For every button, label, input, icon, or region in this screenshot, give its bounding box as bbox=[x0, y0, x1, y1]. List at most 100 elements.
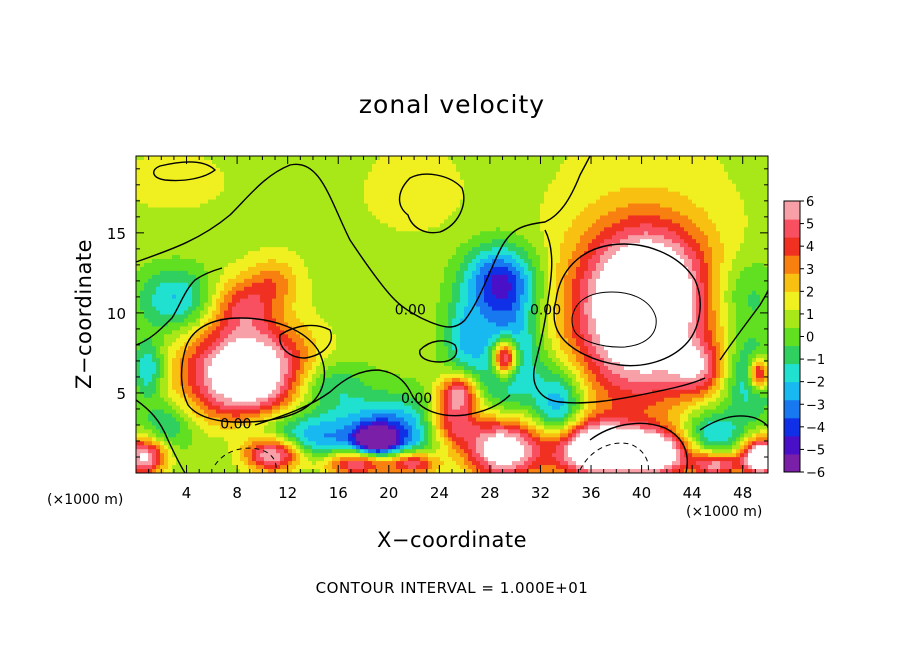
field-cell bbox=[396, 175, 401, 181]
field-cell bbox=[632, 215, 637, 220]
field-cell bbox=[444, 179, 449, 185]
field-cell bbox=[356, 243, 361, 248]
field-cell bbox=[412, 211, 417, 217]
field-cell bbox=[240, 195, 245, 201]
field-cell bbox=[400, 235, 405, 240]
field-cell bbox=[388, 211, 393, 217]
field-cell bbox=[436, 278, 441, 284]
field-cell bbox=[448, 231, 453, 236]
field-cell bbox=[544, 211, 549, 217]
field-cell bbox=[204, 191, 209, 197]
field-cell bbox=[740, 187, 745, 193]
field-cell bbox=[700, 207, 705, 213]
field-cell bbox=[700, 211, 705, 217]
field-cell bbox=[384, 187, 389, 193]
field-cell bbox=[388, 259, 393, 264]
field-cell bbox=[540, 211, 545, 217]
field-cell bbox=[568, 163, 573, 169]
field-cell bbox=[408, 243, 413, 248]
field-cell bbox=[384, 239, 389, 244]
field-cell bbox=[212, 187, 217, 193]
field-cell bbox=[144, 223, 149, 228]
field-cell bbox=[568, 231, 573, 236]
field-cell bbox=[368, 163, 373, 169]
field-cell bbox=[336, 179, 341, 185]
field-cell bbox=[392, 270, 397, 276]
field-cell bbox=[636, 235, 641, 240]
field-cell bbox=[176, 156, 181, 161]
field-cell bbox=[384, 195, 389, 201]
field-cell bbox=[564, 175, 569, 181]
field-cell bbox=[724, 203, 729, 209]
field-cell bbox=[316, 235, 321, 240]
field-cell bbox=[220, 163, 225, 169]
field-cell bbox=[648, 231, 653, 236]
field-cell bbox=[436, 195, 441, 201]
field-cell bbox=[336, 235, 341, 240]
field-cell bbox=[244, 211, 249, 217]
field-cell bbox=[572, 231, 577, 236]
field-cell bbox=[388, 219, 393, 224]
field-cell bbox=[344, 215, 349, 220]
field-cell bbox=[656, 203, 661, 209]
field-cell bbox=[436, 167, 441, 173]
field-cell bbox=[580, 203, 585, 209]
field-cell bbox=[324, 270, 329, 276]
field-cell bbox=[464, 255, 469, 260]
field-cell bbox=[552, 219, 557, 224]
field-cell bbox=[216, 159, 221, 165]
field-cell bbox=[744, 262, 749, 268]
field-cell bbox=[260, 262, 265, 268]
field-cell bbox=[420, 163, 425, 169]
field-cell bbox=[540, 223, 545, 228]
field-cell bbox=[364, 243, 369, 248]
field-cell bbox=[412, 259, 417, 264]
field-cell bbox=[296, 171, 301, 177]
field-cell bbox=[152, 203, 157, 209]
field-cell bbox=[460, 227, 465, 232]
field-cell bbox=[296, 243, 301, 248]
field-cell bbox=[596, 227, 601, 232]
field-cell bbox=[444, 167, 449, 173]
field-cell bbox=[136, 159, 141, 165]
field-cell bbox=[396, 207, 401, 213]
field-cell bbox=[352, 231, 357, 236]
field-cell bbox=[416, 278, 421, 284]
field-cell bbox=[364, 278, 369, 284]
field-cell bbox=[336, 163, 341, 169]
field-cell bbox=[680, 215, 685, 220]
field-cell bbox=[436, 211, 441, 217]
field-cell bbox=[144, 191, 149, 197]
field-cell bbox=[316, 183, 321, 189]
field-cell bbox=[136, 175, 141, 181]
field-cell bbox=[260, 163, 265, 169]
field-cell bbox=[724, 195, 729, 201]
field-cell bbox=[692, 243, 697, 248]
field-cell bbox=[404, 239, 409, 244]
field-cell bbox=[332, 239, 337, 244]
field-cell bbox=[488, 203, 493, 209]
field-cell bbox=[572, 247, 577, 252]
field-cell bbox=[616, 274, 621, 280]
field-cell bbox=[404, 187, 409, 193]
field-cell bbox=[160, 171, 165, 177]
field-cell bbox=[160, 219, 165, 224]
field-cell bbox=[452, 207, 457, 213]
field-cell bbox=[284, 191, 289, 197]
field-cell bbox=[644, 203, 649, 209]
field-cell bbox=[204, 171, 209, 177]
field-cell bbox=[732, 195, 737, 201]
field-cell bbox=[264, 203, 269, 209]
field-cell bbox=[308, 163, 313, 169]
field-cell bbox=[464, 235, 469, 240]
field-cell bbox=[516, 262, 521, 268]
field-cell bbox=[184, 262, 189, 268]
field-cell bbox=[364, 195, 369, 201]
field-cell bbox=[456, 203, 461, 209]
field-cell bbox=[372, 262, 377, 268]
field-cell bbox=[196, 255, 201, 260]
field-cell bbox=[244, 156, 249, 161]
field-cell bbox=[756, 163, 761, 169]
field-cell bbox=[520, 175, 525, 181]
field-cell bbox=[652, 207, 657, 213]
